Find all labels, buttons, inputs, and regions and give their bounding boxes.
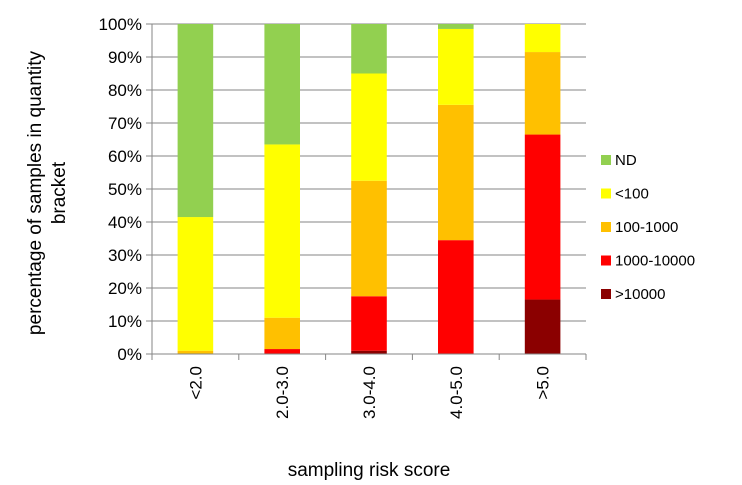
bar-segment xyxy=(438,104,474,241)
bar-segment xyxy=(351,180,387,297)
legend-label: ND xyxy=(615,152,637,169)
axes xyxy=(146,23,587,360)
y-tick-label: 100% xyxy=(99,15,142,34)
bar-segment xyxy=(177,350,214,354)
legend: ND <100 100-1000 1000-10000 >10000 xyxy=(601,152,695,303)
y-tick-label: 20% xyxy=(108,279,142,298)
bar-segment xyxy=(351,24,387,74)
bar-segment xyxy=(351,73,387,181)
bar-segment xyxy=(524,299,561,354)
bar-segment xyxy=(264,349,300,354)
x-tick-label: >5.0 xyxy=(534,366,553,400)
legend-swatch xyxy=(601,188,611,199)
bar-segment xyxy=(351,296,387,351)
legend-swatch xyxy=(601,289,611,299)
y-tick-label: 70% xyxy=(108,114,142,133)
bar-segment xyxy=(351,350,387,354)
bar-segment xyxy=(438,28,474,105)
x-tick-label: <2.0 xyxy=(186,366,205,400)
x-tick-label: 4.0-5.0 xyxy=(447,366,466,419)
x-tick-labels: <2.0 2.0-3.0 3.0-4.0 4.0-5.0 >5.0 xyxy=(186,366,552,419)
y-tick-label: 0% xyxy=(117,345,142,364)
bar-segment xyxy=(264,144,300,318)
y-tick-label: 90% xyxy=(108,48,142,67)
legend-swatch xyxy=(601,255,611,266)
bars xyxy=(177,24,561,354)
axis-titles: percentage of samples in quantity bracket… xyxy=(25,50,450,481)
x-tick-label: 3.0-4.0 xyxy=(360,366,379,419)
bar-segment xyxy=(438,240,474,354)
x-axis-title: sampling risk score xyxy=(288,460,451,481)
y-tick-label: 40% xyxy=(108,213,142,232)
legend-swatch xyxy=(601,222,611,232)
bar-segment xyxy=(524,134,561,300)
bar-segment xyxy=(264,317,300,350)
bar-segment xyxy=(177,217,214,351)
y-tick-label: 60% xyxy=(108,147,142,166)
y-axis-title: percentage of samples in quantity bracket xyxy=(25,50,70,335)
bar-segment xyxy=(177,24,214,218)
y-tick-label: 80% xyxy=(108,81,142,100)
y-tick-labels: 0% 10% 20% 30% 40% 50% 60% 70% 80% 90% 100% xyxy=(99,15,142,364)
bar-segment xyxy=(524,24,561,53)
legend-label: 100-1000 xyxy=(615,219,678,236)
legend-label: >10000 xyxy=(615,286,665,303)
legend-label: 1000-10000 xyxy=(615,253,695,270)
y-tick-label: 10% xyxy=(108,312,142,331)
legend-swatch xyxy=(601,155,611,165)
legend-label: <100 xyxy=(615,186,649,203)
bar-segment xyxy=(264,24,300,145)
y-tick-label: 30% xyxy=(108,246,142,265)
bar-segment xyxy=(438,24,474,29)
x-tick-label: 2.0-3.0 xyxy=(273,366,292,419)
bar-segment xyxy=(524,52,561,135)
y-tick-label: 50% xyxy=(108,180,142,199)
